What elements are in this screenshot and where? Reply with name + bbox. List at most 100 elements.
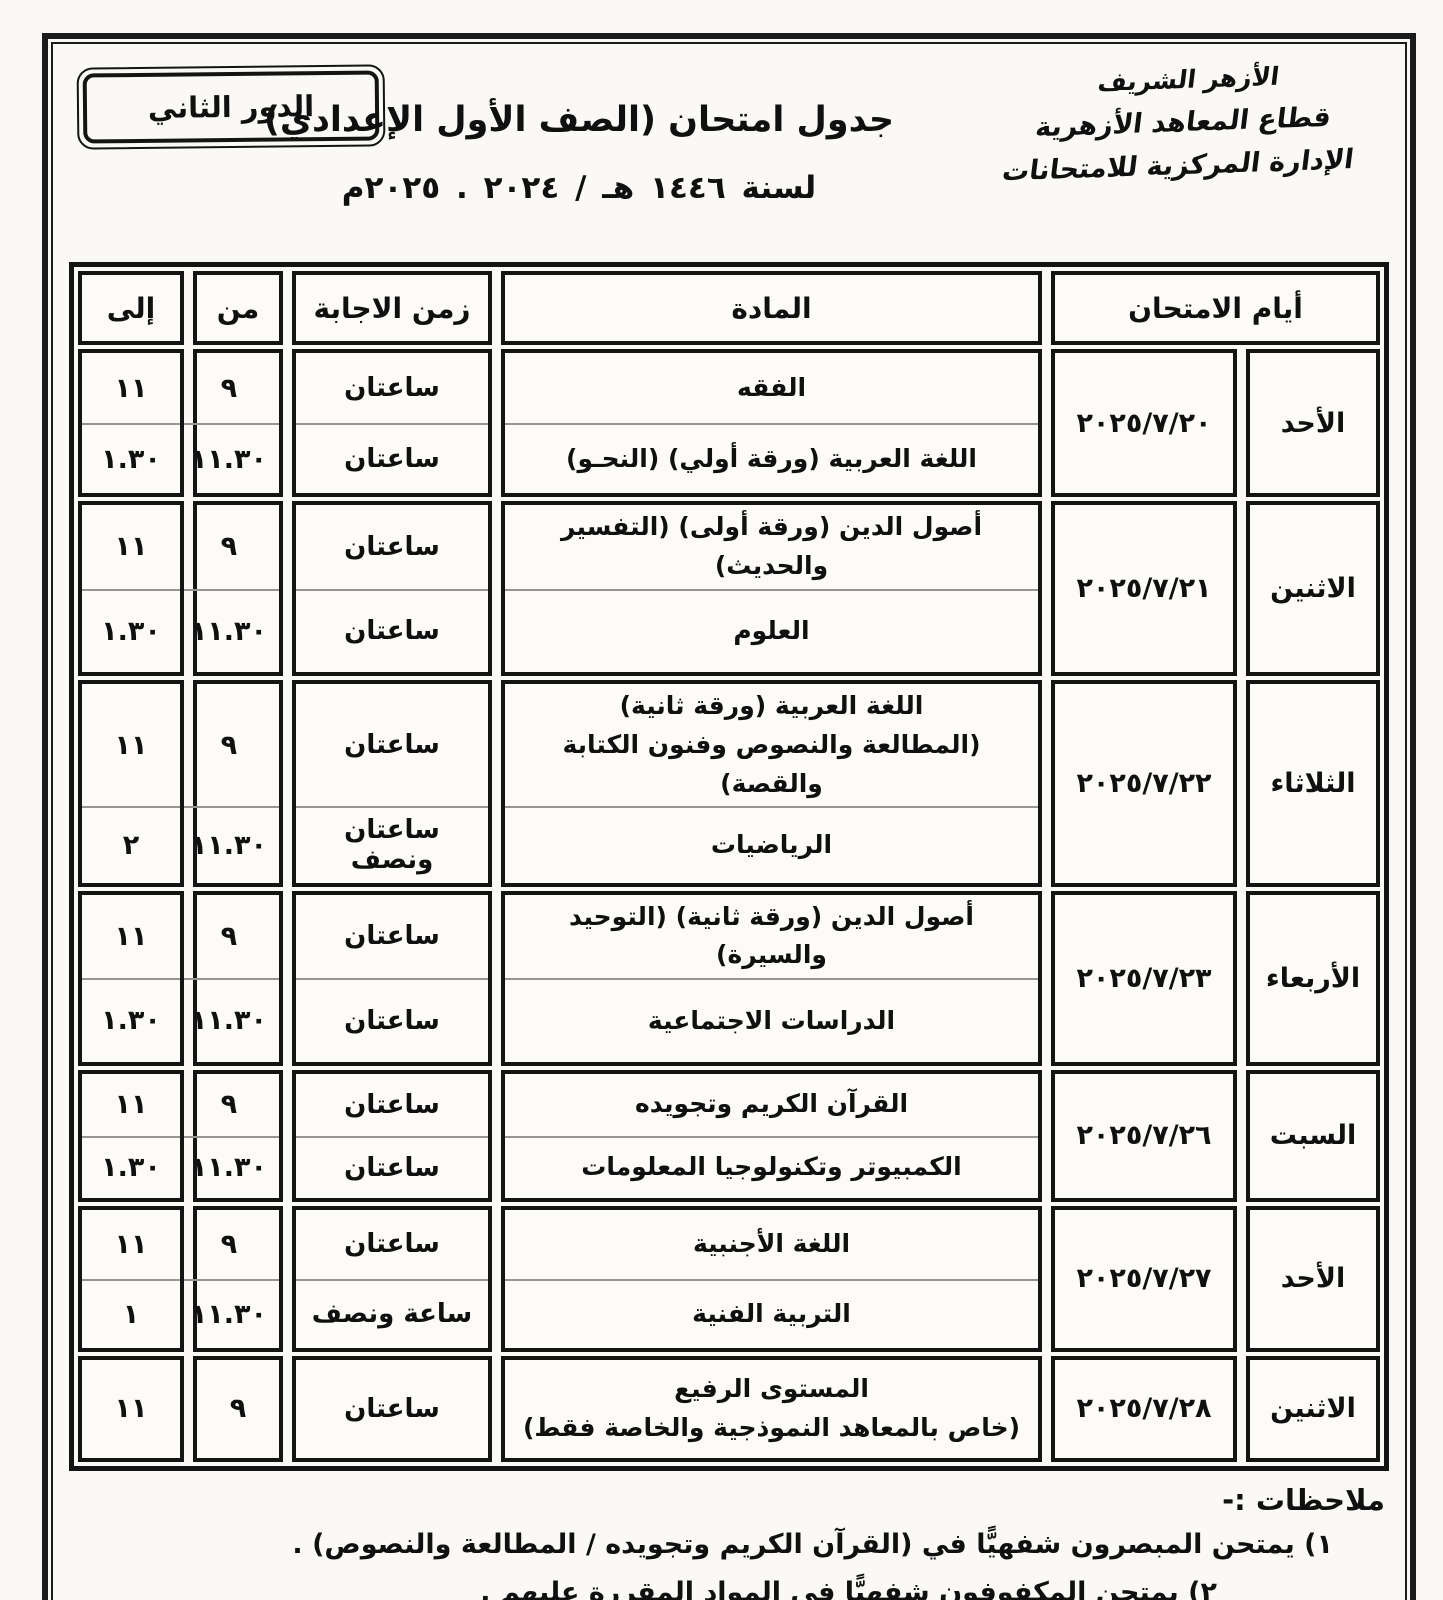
duration-period-2: ساعتان xyxy=(296,423,488,493)
col-header-subject: المادة xyxy=(501,271,1042,345)
exam-date-cell: ٢٠٢٥/٧/٢٣ xyxy=(1051,890,1237,1066)
from-cell: ٩ ١١.٣٠ xyxy=(178,680,283,887)
table-row: الثلاثاء ٢٠٢٥/٧/٢٢ اللغة العربية (ورقة ث… xyxy=(78,680,1380,887)
subject-cell: أصول الدين (ورقة أولى) (التفسير والحديث)… xyxy=(501,501,1042,676)
duration-period-2: ساعتان xyxy=(296,588,488,673)
col-header-duration: زمن الاجابة xyxy=(292,271,492,345)
duration-period-2: ساعتان xyxy=(296,978,488,1062)
to-period-1: ١١ xyxy=(114,372,148,404)
duration-period-1: ساعتان xyxy=(344,1229,440,1260)
org-name-block: الأزهر الشريف قطاع المعاهد الأزهرية الإد… xyxy=(975,53,1391,196)
subject-cell: الفقه اللغة العربية (ورقة أولي) (النحـو) xyxy=(501,349,1042,497)
from-period-1: ٩ xyxy=(220,729,238,761)
duration-cell: ساعتان ساعتان xyxy=(292,501,492,676)
subject-period-2: الكمبيوتر وتكنولوجيا المعلومات xyxy=(505,1135,1038,1198)
duration-period-2: ساعة ونصف xyxy=(296,1278,488,1348)
exam-day-cell: الأربعاء xyxy=(1246,890,1380,1066)
from-period-1: ٩ xyxy=(220,372,238,404)
subject-period-1: اللغة العربية (ورقة ثانية) (المطالعة وال… xyxy=(562,691,981,798)
col-header-from: من xyxy=(193,271,283,345)
exam-date-cell: ٢٠٢٥/٧/٢٢ xyxy=(1051,680,1237,887)
subject-period-1: اللغة الأجنبية xyxy=(692,1228,851,1258)
exam-day-cell: الثلاثاء xyxy=(1246,680,1380,887)
duration-cell: ساعتان xyxy=(292,1355,492,1462)
to-period-2: ١.٣٠ xyxy=(82,588,180,673)
exam-day-cell: الاثنين xyxy=(1246,501,1380,676)
duration-cell: ساعتان ساعتان xyxy=(292,349,492,497)
from-period-1: ٩ xyxy=(220,920,238,952)
from-period-1: ٩ xyxy=(220,1089,238,1121)
subject-cell: القرآن الكريم وتجويده الكمبيوتر وتكنولوج… xyxy=(501,1069,1042,1202)
subject-period-1: أصول الدين (ورقة ثانية) (التوحيد والسيرة… xyxy=(569,901,974,970)
duration-cell: ساعتان ساعتان xyxy=(292,1069,492,1202)
to-cell: ١١ ١.٣٠ xyxy=(78,349,184,497)
to-period-2: ١.٣٠ xyxy=(82,423,180,493)
to-cell: ١١ ١.٣٠ xyxy=(78,890,184,1066)
to-period-2: ٢ xyxy=(82,806,180,882)
col-header-exam-days: أيام الامتحان xyxy=(1051,271,1380,345)
note-item-1: ١) يمتحن المبصرون شفهيًّا في (القرآن الك… xyxy=(292,1528,1333,1560)
from-period-1: ٩ xyxy=(220,531,238,563)
to-cell: ١١ ١.٣٠ xyxy=(78,501,184,676)
to-period-1: ١١ xyxy=(114,1089,148,1121)
duration-period-1: ساعتان xyxy=(344,1089,440,1120)
duration-cell: ساعتان ساعة ونصف xyxy=(292,1205,492,1352)
subject-cell: أصول الدين (ورقة ثانية) (التوحيد والسيرة… xyxy=(501,890,1042,1066)
from-cell: ٩ xyxy=(193,1355,283,1462)
subject-period-2: التربية الفنية xyxy=(505,1278,1038,1348)
from-period-2: ١١.٣٠ xyxy=(178,588,279,673)
subject-period-2: العلوم xyxy=(505,588,1038,673)
exam-date-cell: ٢٠٢٥/٧/٢٦ xyxy=(1051,1069,1237,1202)
to-period-2: ١.٣٠ xyxy=(82,1135,180,1198)
exam-date-cell: ٢٠٢٥/٧/٢٨ xyxy=(1051,1355,1237,1462)
subject-period-1: الفقه xyxy=(736,372,807,402)
exam-day-cell: السبت xyxy=(1246,1069,1380,1202)
duration-period-1: ساعتان xyxy=(344,531,440,562)
to-period-1: ١١ xyxy=(114,531,148,563)
to-cell: ١١ ١.٣٠ xyxy=(78,1069,184,1202)
subject-period-2: اللغة العربية (ورقة أولي) (النحـو) xyxy=(505,423,1038,493)
from-period-2: ١١.٣٠ xyxy=(178,806,279,882)
notes-title: ملاحظات :- xyxy=(1222,1482,1385,1517)
document-header: الأزهر الشريف قطاع المعاهد الأزهرية الإد… xyxy=(69,58,1389,262)
exam-date-cell: ٢٠٢٥/٧/٢٧ xyxy=(1051,1205,1237,1352)
page-frame: الأزهر الشريف قطاع المعاهد الأزهرية الإد… xyxy=(42,33,1416,1600)
duration-cell: ساعتان ساعتان xyxy=(292,890,492,1066)
table-header-row: أيام الامتحان المادة زمن الاجابة من إلى xyxy=(78,271,1380,345)
subject-period-1: القرآن الكريم وتجويده xyxy=(634,1089,909,1119)
from-cell: ٩ ١١.٣٠ xyxy=(178,1069,283,1202)
col-header-to: إلى xyxy=(78,271,184,345)
duration-period-1: ساعتان xyxy=(344,730,440,761)
table-row: الاثنين ٢٠٢٥/٧/٢١ أصول الدين (ورقة أولى)… xyxy=(78,501,1380,676)
to-period-2: ١ xyxy=(82,1278,180,1348)
exam-day-cell: الاثنين xyxy=(1246,1355,1380,1462)
title-block: جدول امتحان (الصف الأول الإعدادي) لسنة ١… xyxy=(189,100,969,206)
exam-date-cell: ٢٠٢٥/٧/٢١ xyxy=(1051,501,1237,676)
from-period-2: ١١.٣٠ xyxy=(178,1135,279,1198)
page-title: جدول امتحان (الصف الأول الإعدادي) xyxy=(263,100,895,140)
to-period-1: ١١ xyxy=(114,729,148,761)
subject-cell: المستوى الرفيع (خاص بالمعاهد النموذجية و… xyxy=(501,1355,1042,1462)
to-period-1: ١١ xyxy=(114,1228,148,1260)
duration-period-1: ساعتان xyxy=(344,921,440,952)
from-cell: ٩ ١١.٣٠ xyxy=(178,1205,283,1352)
table-row: الأربعاء ٢٠٢٥/٧/٢٣ أصول الدين (ورقة ثاني… xyxy=(78,890,1380,1066)
from-period-1: ٩ xyxy=(220,1228,238,1260)
subject-period-2: الدراسات الاجتماعية xyxy=(505,978,1038,1062)
to-cell: ١١ ١ xyxy=(78,1205,184,1352)
duration-period-2: ساعتان ونصف xyxy=(296,806,488,882)
table-row: الاثنين ٢٠٢٥/٧/٢٨ المستوى الرفيع (خاص با… xyxy=(78,1355,1380,1462)
duration-cell: ساعتان ساعتان ونصف xyxy=(292,680,492,887)
from-cell: ٩ ١١.٣٠ xyxy=(178,349,283,497)
note-item-2: ٢) يمتحن المكفوفون شفهيًّا في المواد الم… xyxy=(480,1576,1217,1600)
from-period-2: ١١.٣٠ xyxy=(178,1278,279,1348)
table-row: الأحد ٢٠٢٥/٧/٢٧ اللغة الأجنبية التربية ا… xyxy=(78,1205,1380,1352)
exam-day-cell: الأحد xyxy=(1246,349,1380,497)
exam-day-cell: الأحد xyxy=(1246,1205,1380,1352)
notes-section: ملاحظات :- ١) يمتحن المبصرون شفهيًّا في … xyxy=(69,1483,1389,1600)
from-period-2: ١١.٣٠ xyxy=(178,423,279,493)
from-period-2: ١١.٣٠ xyxy=(178,978,279,1062)
page-frame-inner: الأزهر الشريف قطاع المعاهد الأزهرية الإد… xyxy=(51,42,1407,1600)
exam-table: أيام الامتحان المادة زمن الاجابة من إلى … xyxy=(69,262,1389,1471)
